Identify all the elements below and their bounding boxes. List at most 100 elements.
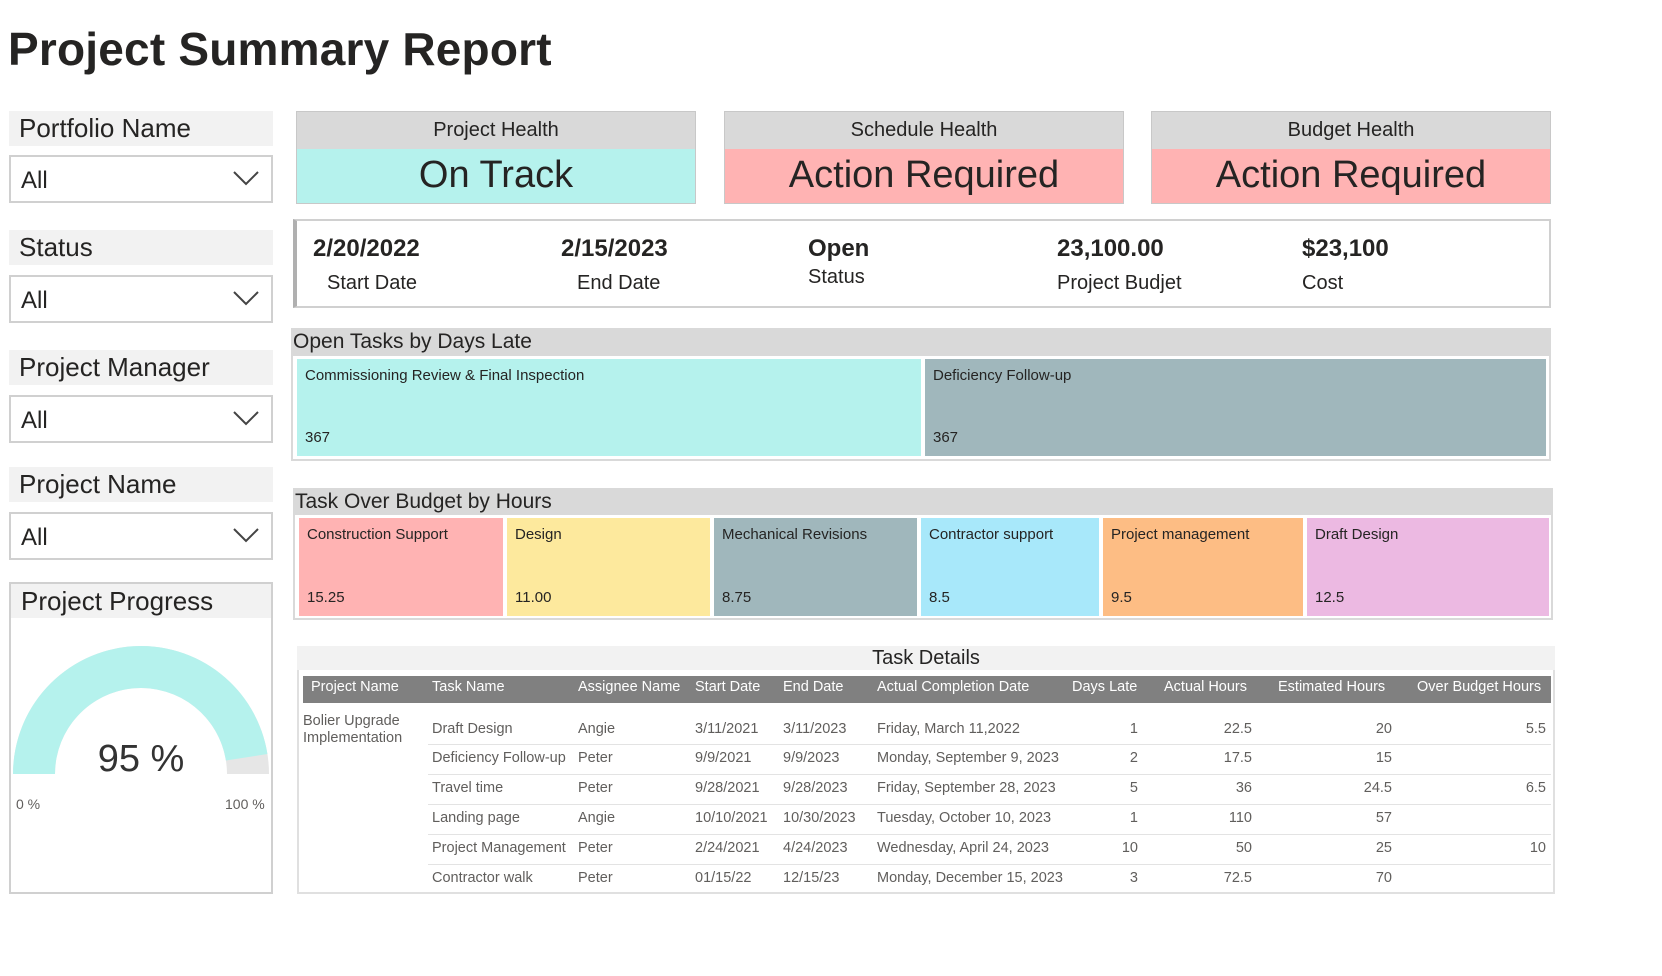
end-date-value: 2/15/2023 (561, 235, 668, 262)
start-date-cell: 01/15/22 (695, 870, 752, 886)
status-kpi-value: Open (808, 235, 870, 262)
over-budget-treemap: Construction Support 15.25 Design 11.00 … (293, 513, 1553, 620)
column-header[interactable]: Assignee Name (578, 679, 681, 695)
tile-label: Design (515, 526, 562, 543)
column-header[interactable]: Actual Hours (1164, 679, 1248, 695)
tile-value: 11.00 (515, 589, 552, 606)
tile-label: Commissioning Review & Final Inspection (305, 367, 585, 384)
treemap-tile[interactable]: Draft Design 12.5 (1307, 518, 1549, 616)
column-header[interactable]: Task Name (432, 679, 505, 695)
budget-health-value: Action Required (1152, 149, 1550, 203)
status-kpi-label: Status (808, 266, 865, 288)
days-late-cell: 3 (1129, 870, 1138, 886)
column-header[interactable]: Project Name (311, 679, 399, 695)
estimated-hours-cell: 70 (1375, 870, 1392, 886)
tile-label: Construction Support (307, 526, 448, 543)
start-date-cell: 9/28/2021 (695, 780, 760, 796)
completion-date-cell: Monday, December 15, 2023 (877, 870, 1063, 886)
progress-gauge (13, 646, 269, 774)
tile-label: Mechanical Revisions (722, 526, 868, 543)
treemap-tile[interactable]: Project management 9.5 (1103, 518, 1303, 616)
end-date-cell: 9/9/2023 (783, 750, 840, 766)
kpi-strip: 2/20/2022 Start Date 2/15/2023 End Date … (293, 219, 1551, 308)
chevron-down-icon (233, 291, 259, 306)
days-late-cell: 10 (1121, 840, 1138, 856)
tile-label: Draft Design (1315, 526, 1399, 543)
column-header[interactable]: Start Date (695, 679, 761, 695)
estimated-hours-cell: 24.5 (1363, 780, 1392, 796)
portfolio-name-value: All (21, 167, 48, 194)
end-date-cell: 3/11/2023 (783, 721, 847, 737)
tile-value: 8.75 (722, 589, 752, 606)
actual-hours-cell: 22.5 (1223, 721, 1252, 737)
project-budget-label: Project Budjet (1057, 272, 1182, 294)
actual-hours-cell: 50 (1235, 840, 1252, 856)
chevron-down-icon (233, 171, 259, 186)
days-late-cell: 2 (1129, 750, 1138, 766)
budget-health-header: Budget Health (1152, 112, 1550, 149)
completion-date-cell: Friday, March 11,2022 (877, 721, 1020, 737)
project-health-value: On Track (297, 149, 695, 203)
end-date-cell: 12/15/23 (783, 870, 840, 886)
task-name-cell: Draft Design (432, 721, 513, 737)
chevron-down-icon (233, 528, 259, 543)
task-name-cell: Deficiency Follow-up (432, 750, 566, 766)
column-header[interactable]: End Date (783, 679, 844, 695)
tile-label: Deficiency Follow-up (933, 367, 1072, 384)
treemap-tile[interactable]: Mechanical Revisions 8.75 (714, 518, 917, 616)
row-divider (428, 744, 1551, 745)
column-header[interactable]: Over Budget Hours (1417, 679, 1542, 695)
portfolio-name-dropdown[interactable]: All (9, 155, 273, 203)
tile-value: 9.5 (1111, 589, 1132, 606)
project-name-line: Implementation (303, 730, 403, 746)
treemap-tile[interactable]: Commissioning Review & Final Inspection … (297, 359, 921, 456)
end-date-cell: 4/24/2023 (783, 840, 848, 856)
assignee-cell: Peter (578, 780, 613, 796)
project-manager-dropdown[interactable]: All (9, 395, 273, 443)
status-dropdown[interactable]: All (9, 275, 273, 323)
days-late-cell: 1 (1129, 810, 1138, 826)
slicer-label-project-manager: Project Manager (9, 350, 273, 385)
treemap-tile[interactable]: Design 11.00 (507, 518, 710, 616)
treemap-tile[interactable]: Construction Support 15.25 (299, 518, 503, 616)
schedule-health-value: Action Required (725, 149, 1123, 203)
project-budget-value: 23,100.00 (1057, 235, 1164, 262)
start-date-cell: 10/10/2021 (695, 810, 768, 826)
column-header[interactable]: Actual Completion Date (877, 679, 1030, 695)
start-date-cell: 2/24/2021 (695, 840, 760, 856)
project-name-value: All (21, 524, 48, 551)
estimated-hours-cell: 25 (1375, 840, 1392, 856)
estimated-hours-cell: 15 (1375, 750, 1392, 766)
end-date-cell: 10/30/2023 (783, 810, 856, 826)
start-date-cell: 3/11/2021 (695, 721, 759, 737)
treemap-tile[interactable]: Contractor support 8.5 (921, 518, 1099, 616)
days-late-cell: 1 (1129, 721, 1138, 737)
slicer-label-portfolio-name: Portfolio Name (9, 111, 273, 146)
gauge-min-label: 0 % (16, 796, 41, 812)
assignee-cell: Peter (578, 870, 613, 886)
over-budget-hours-cell: 10 (1529, 840, 1546, 856)
schedule-health-card: Schedule Health Action Required (724, 111, 1124, 204)
start-date-cell: 9/9/2021 (695, 750, 752, 766)
estimated-hours-cell: 20 (1375, 721, 1392, 737)
project-name-cell: Bolier Upgrade Implementation (303, 713, 402, 747)
estimated-hours-cell: 57 (1375, 810, 1392, 826)
row-divider (428, 804, 1551, 805)
tile-label: Contractor support (929, 526, 1054, 543)
slicer-label-status: Status (9, 230, 273, 265)
project-progress-card: Project Progress 95 % 0 % 100 % (9, 582, 273, 894)
actual-hours-cell: 36 (1235, 780, 1252, 796)
treemap-tile[interactable]: Deficiency Follow-up 367 (925, 359, 1546, 456)
slicer-label-project-name: Project Name (9, 467, 273, 502)
task-name-cell: Project Management (432, 840, 566, 856)
days-late-cell: 5 (1129, 780, 1138, 796)
column-header[interactable]: Days Late (1072, 679, 1138, 695)
column-header[interactable]: Estimated Hours (1278, 679, 1386, 695)
project-name-line: Bolier Upgrade (303, 713, 400, 729)
actual-hours-cell: 17.5 (1223, 750, 1252, 766)
end-date-cell: 9/28/2023 (783, 780, 848, 796)
project-name-dropdown[interactable]: All (9, 512, 273, 560)
assignee-cell: Peter (578, 840, 613, 856)
completion-date-cell: Friday, September 28, 2023 (877, 780, 1056, 796)
project-progress-title: Project Progress (11, 584, 271, 618)
